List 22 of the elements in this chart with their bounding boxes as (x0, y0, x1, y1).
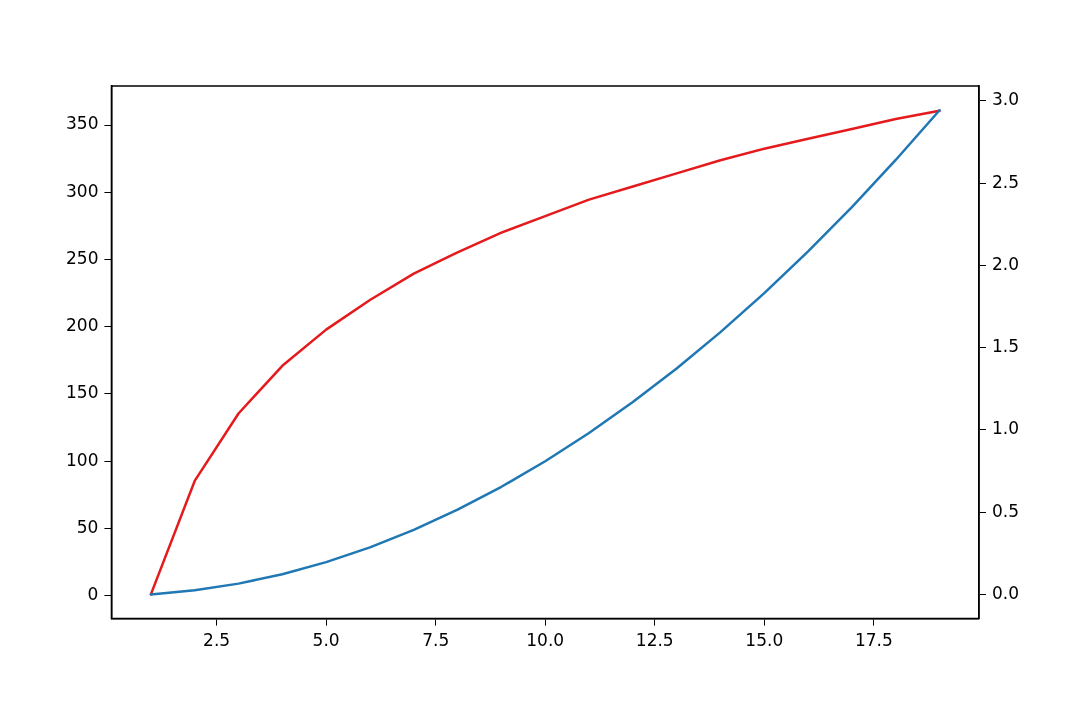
y2-tick-label: 3.0 (991, 89, 1020, 110)
x-tick-label: 10.0 (526, 630, 565, 651)
y2-tick-label: 0.0 (991, 582, 1020, 603)
y-tick-label: 100 (65, 449, 99, 470)
y2-tick-label: 1.0 (991, 418, 1020, 439)
x-tick-label: 12.5 (635, 630, 674, 651)
y-tick-label: 200 (65, 315, 99, 336)
y-tick-label: 300 (65, 180, 99, 201)
x-tick-label: 2.5 (203, 630, 231, 651)
x-tick-label: 5.0 (312, 630, 340, 651)
x-tick-label: 7.5 (422, 630, 450, 651)
y-tick-label: 150 (65, 382, 99, 403)
y2-tick-label: 2.5 (991, 171, 1020, 192)
y-tick-label: 250 (65, 247, 99, 268)
y2-tick-label: 1.5 (991, 336, 1020, 357)
y-tick-label: 0 (87, 584, 99, 605)
y-tick-label: 350 (65, 113, 99, 134)
y2-tick-label: 0.5 (991, 500, 1020, 521)
x-tick-label: 15.0 (745, 630, 784, 651)
y-tick-label: 50 (76, 516, 99, 537)
y2-tick-label: 2.0 (991, 253, 1020, 274)
x-tick-label: 17.5 (854, 630, 893, 651)
